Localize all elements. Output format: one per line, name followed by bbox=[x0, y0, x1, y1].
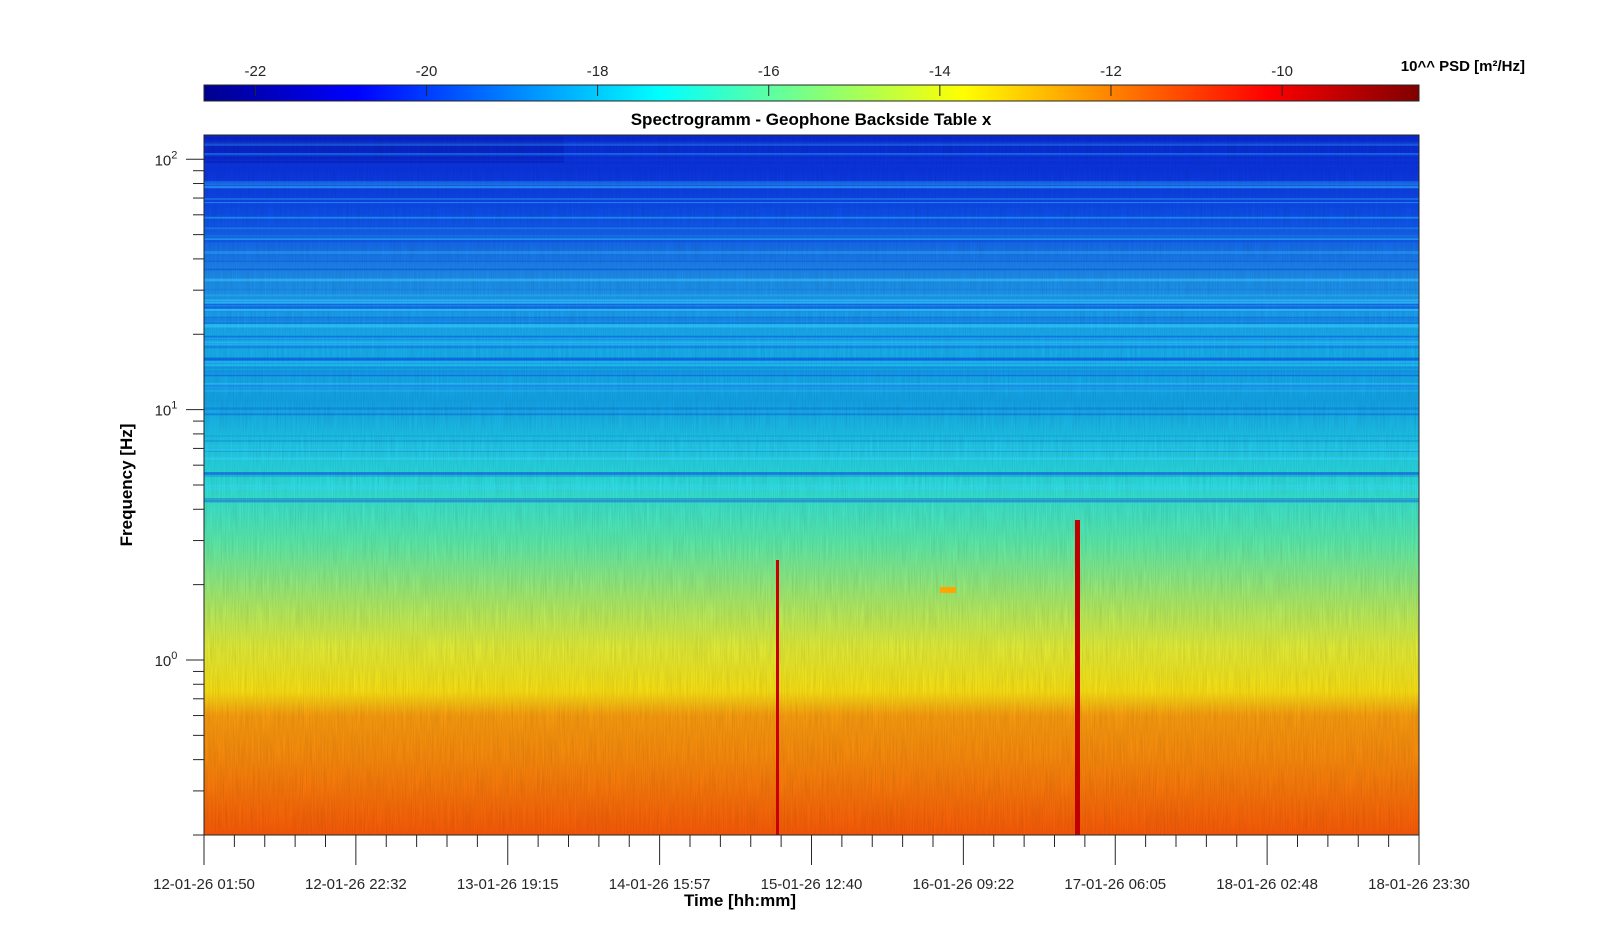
x-axis-title: Time [hh:mm] bbox=[684, 891, 796, 910]
colorbar-tick-label: -10 bbox=[1271, 63, 1293, 80]
y-tick-label: 100 bbox=[155, 650, 178, 670]
colorbar-tick-label: -14 bbox=[929, 63, 951, 80]
x-tick-label: 12-01-26 01:50 bbox=[153, 876, 255, 893]
x-tick-label: 14-01-26 15:57 bbox=[609, 876, 711, 893]
colorbar-tick-label: -20 bbox=[416, 63, 438, 80]
x-tick-label: 15-01-26 12:40 bbox=[761, 876, 863, 893]
y-axis: 100 101 102 bbox=[155, 149, 204, 836]
y-tick-label: 101 bbox=[155, 400, 178, 420]
colorbar-tick-label: -12 bbox=[1100, 63, 1122, 80]
chart-title: Spectrogramm - Geophone Backside Table x bbox=[631, 110, 992, 129]
spectrogram-image bbox=[204, 135, 1419, 835]
colorbar-unit-label: 10^^ PSD [m²/Hz] bbox=[1401, 58, 1525, 75]
x-tick-label: 18-01-26 23:30 bbox=[1368, 876, 1470, 893]
colorbar: -22 -20 -18 -16 -14 -12 -10 10^^ PSD [m²/Hz] bbox=[203, 58, 1525, 102]
x-axis: 12-01-26 01:50 12-01-26 22:32 13-01-26 19:… bbox=[153, 835, 1470, 893]
x-tick-label: 18-01-26 02:48 bbox=[1216, 876, 1318, 893]
colorbar-tick-label: -18 bbox=[587, 63, 609, 80]
colorbar-tick-label: -16 bbox=[758, 63, 780, 80]
colorbar-tick-label: -22 bbox=[244, 63, 266, 80]
x-tick-label: 13-01-26 19:15 bbox=[457, 876, 559, 893]
y-tick-label: 102 bbox=[155, 149, 178, 169]
colorbar-gradient bbox=[203, 84, 1420, 102]
x-tick-label: 16-01-26 09:22 bbox=[913, 876, 1015, 893]
x-tick-label: 12-01-26 22:32 bbox=[305, 876, 407, 893]
x-tick-label: 17-01-26 06:05 bbox=[1064, 876, 1166, 893]
y-axis-title: Frequency [Hz] bbox=[117, 424, 136, 547]
